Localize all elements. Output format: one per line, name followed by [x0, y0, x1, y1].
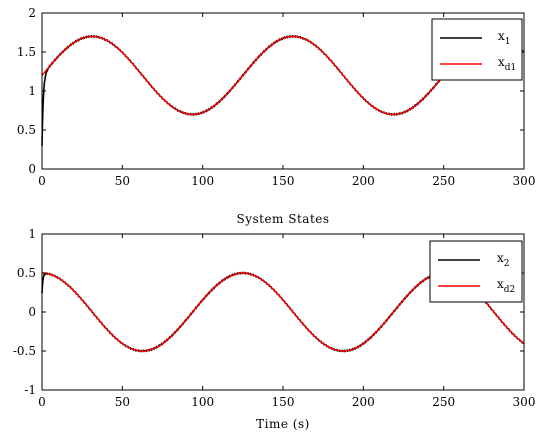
- x-tick-label: 250: [432, 174, 455, 188]
- legend-label-xd2: xd2: [497, 277, 515, 295]
- legend-bottom: x2 xd2: [429, 240, 523, 303]
- ticks-top: 0 50 100 150 200 250 300 0 0.5 1 1.5 2: [17, 6, 536, 188]
- y-tick-label: 0.5: [17, 123, 36, 137]
- y-tick-label: 0.5: [17, 266, 36, 280]
- x-tick-label: 200: [352, 395, 375, 409]
- x-tick-label: 300: [513, 395, 536, 409]
- legend-box-bottom: [429, 240, 523, 303]
- y-tick-label: 0: [28, 305, 36, 319]
- x-tick-label: 150: [272, 174, 295, 188]
- subplot-title-bottom: System States: [236, 212, 329, 226]
- x-axis-label: Time (s): [256, 417, 310, 431]
- y-tick-label: 1: [28, 227, 36, 241]
- x-tick-label: 50: [115, 174, 130, 188]
- y-tick-label: 0: [28, 162, 36, 176]
- y-tick-label: -0.5: [13, 344, 36, 358]
- x-tick-label: 0: [38, 174, 46, 188]
- ticks-bottom: 0 50 100 150 200 250 300 -1 -0.5 0 0.5 1: [13, 227, 536, 409]
- subplot-bottom: 0 50 100 150 200 250 300 -1 -0.5 0 0.5 1 x2 xd2: [13, 227, 536, 409]
- y-tick-label: 1.5: [17, 45, 36, 59]
- y-tick-label: -1: [24, 383, 36, 397]
- legend-top: x1 xd1: [431, 18, 523, 81]
- x-tick-label: 100: [191, 174, 214, 188]
- x-tick-label: 200: [352, 174, 375, 188]
- x-tick-label: 300: [513, 174, 536, 188]
- subplot-top: 0 50 100 150 200 250 300 0 0.5 1 1.5 2 x1 xd1: [17, 6, 536, 188]
- y-tick-label: 2: [28, 6, 36, 20]
- legend-box-top: [431, 18, 523, 81]
- x-tick-label: 50: [115, 395, 130, 409]
- legend-label-x2: x2: [497, 251, 510, 269]
- x-tick-label: 0: [38, 395, 46, 409]
- x-tick-label: 100: [191, 395, 214, 409]
- legend-label-xd1: xd1: [498, 55, 516, 73]
- legend-label-x1: x1: [498, 29, 511, 47]
- y-tick-label: 1: [28, 84, 36, 98]
- x-tick-label: 150: [272, 395, 295, 409]
- x-tick-label: 250: [432, 395, 455, 409]
